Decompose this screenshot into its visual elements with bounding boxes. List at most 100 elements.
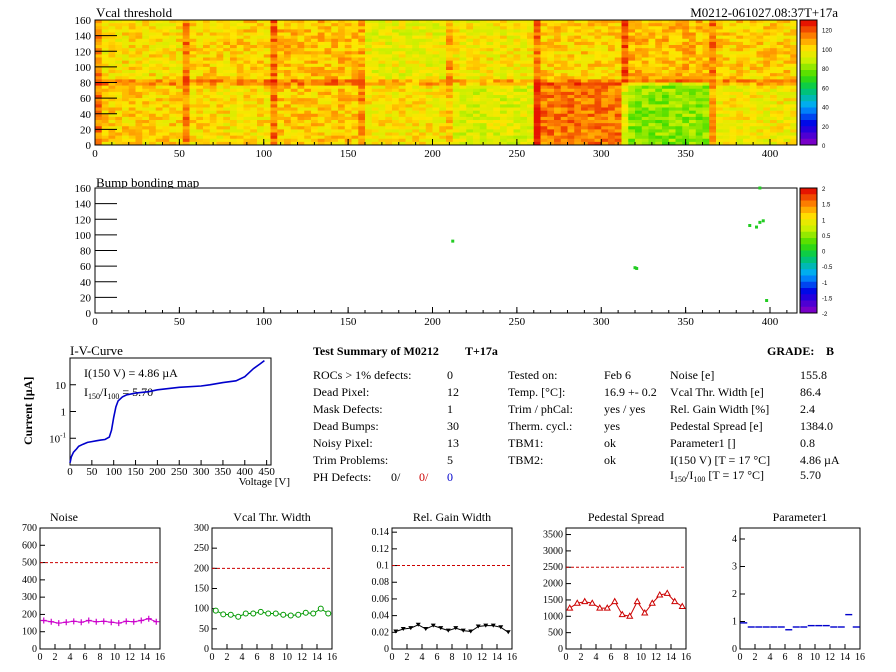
color-scale-label: 20 [822,125,829,131]
heatmap-cell [628,88,636,93]
heatmap-cell [621,29,629,33]
heatmap-cell [452,120,460,124]
heatmap-cell [790,79,798,83]
data-point [678,602,686,609]
heatmap-cell [756,38,764,43]
heatmap-cell [682,73,690,77]
heatmap-cell [101,107,109,111]
heatmap-cell [452,123,460,127]
heatmap-cell [398,54,406,58]
heatmap-cell [324,48,332,52]
heatmap-cell [176,70,184,74]
heatmap-cell [635,51,643,55]
heatmap-cell [770,141,778,146]
heatmap-cell [108,101,116,105]
heatmap-cell [290,73,298,77]
heatmap-cell [425,110,433,115]
heatmap-cell [621,54,629,58]
heatmap-cell [419,48,427,52]
heatmap-cell [736,76,744,80]
data-point [55,620,62,627]
heatmap-cell [668,85,676,90]
heatmap-cell [149,38,157,43]
y-tick-label: 160 [75,15,92,27]
heatmap-cell [567,35,575,40]
heatmap-cell [230,45,238,49]
heatmap-cell [162,126,170,130]
heatmap-cell [176,129,184,133]
heatmap-cell [101,129,109,133]
heatmap-cell [122,26,130,30]
heatmap-cell [709,57,717,61]
heatmap-cell [574,107,582,111]
heatmap-cell [142,45,150,49]
heatmap-cell [473,26,481,30]
heatmap-cell [452,85,460,90]
heatmap-cell [635,85,643,90]
x-tick-label: 0 [38,652,43,663]
heatmap-cell [378,116,386,121]
heatmap-cell [135,73,143,77]
heatmap-cell [169,76,177,80]
heatmap-cell [695,110,703,115]
heatmap-cell [749,54,757,58]
heatmap-cell [108,41,116,46]
heatmap-cell [142,79,150,83]
heatmap-cell [560,138,568,143]
heatmap-cell [533,63,541,68]
heatmap-cell [581,132,589,136]
heatmap-cell [331,48,339,52]
heatmap-cell [567,91,575,96]
heatmap-cell [338,38,346,43]
heatmap-cell [587,73,595,77]
heatmap-cell [155,76,163,80]
heatmap-cell [351,29,359,33]
y-tick-label: 200 [194,563,209,574]
heatmap-cell [425,38,433,43]
heatmap-cell [270,91,278,96]
heatmap-cell [702,79,710,83]
heatmap-cell [263,45,271,49]
heatmap-cell [574,38,582,43]
heatmap-cell [263,104,271,108]
bump-points [451,186,769,302]
heatmap-cell [574,35,582,40]
heatmap-cell [675,20,683,24]
data-point [408,626,414,631]
heatmap-cell [628,95,636,99]
x-tick-label: 14 [140,652,150,663]
heatmap-cell [142,20,150,24]
heatmap-cell [216,38,224,43]
heatmap-cell [243,23,251,27]
heatmap-cell [601,76,609,80]
heatmap-cell [358,29,366,33]
heatmap-cell [162,23,170,27]
heatmap-cell [297,138,305,143]
heatmap-cell [182,135,190,140]
heatmap-cell [290,110,298,115]
test-summary: Test Summary of M0212 T+17a GRADE: B ROC… [313,344,840,484]
data-point [130,618,137,625]
heatmap-cell [648,126,656,130]
heatmap-cell [540,85,548,90]
y-tick-label: 120 [75,214,92,226]
heatmap-cell [770,135,778,140]
heatmap-cell [365,110,373,115]
y-tick-label: 60 [80,93,92,105]
heatmap-cell [142,70,150,74]
heatmap-cell [290,76,298,80]
heatmap-cell [270,79,278,83]
heatmap-cell [689,126,697,130]
heatmap-cell [196,107,204,111]
heatmap-cell [122,60,130,65]
heatmap-cell [655,135,663,140]
heatmap-cell [419,85,427,90]
color-scale-band [800,38,817,46]
heatmap-cell [581,70,589,74]
heatmap-cell [776,38,784,43]
heatmap-cell [648,104,656,108]
heatmap-cell [263,70,271,74]
heatmap-cell [128,132,136,136]
data-point [40,617,47,624]
